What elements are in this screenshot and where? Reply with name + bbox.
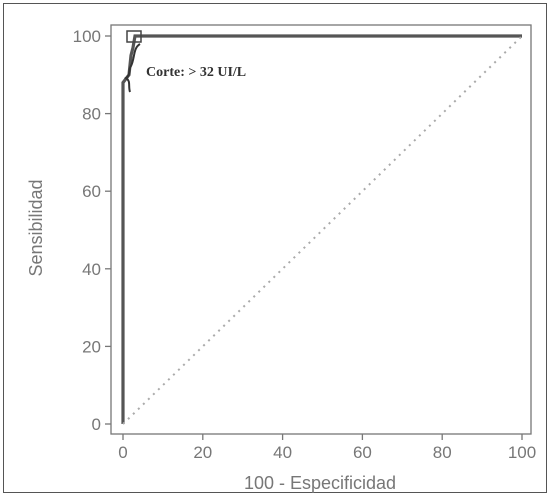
y-tick-label: 80 xyxy=(82,105,101,124)
y-axis-title: Sensibilidad xyxy=(26,179,46,276)
y-tick-label: 100 xyxy=(73,27,101,46)
annotation-layer: Corte: > 32 UI/L xyxy=(124,30,246,93)
y-tick-label: 40 xyxy=(82,260,101,279)
x-tick-label: 0 xyxy=(118,443,127,462)
x-tick-label: 100 xyxy=(508,443,536,462)
cutoff-annotation: Corte: > 32 UI/L xyxy=(146,65,246,80)
y-tick-label: 20 xyxy=(82,337,101,356)
axes: 0 20 40 60 80 100 0 20 40 60 80 100 xyxy=(73,24,536,462)
y-tick-label: 0 xyxy=(92,415,101,434)
y-tick-label: 60 xyxy=(82,182,101,201)
x-tick-label: 40 xyxy=(273,443,292,462)
plot-area xyxy=(110,24,532,435)
x-axis-title: 100 - Especificidad xyxy=(244,473,396,493)
x-tick-label: 20 xyxy=(193,443,212,462)
series-layer xyxy=(121,34,523,425)
cutoff-marker xyxy=(126,30,142,43)
x-tick-label: 60 xyxy=(353,443,372,462)
roc-curve xyxy=(121,34,522,424)
reference-diagonal-line xyxy=(122,35,523,425)
figure-frame xyxy=(3,3,547,493)
x-tick-label: 80 xyxy=(433,443,452,462)
cutoff-brace xyxy=(124,43,141,93)
